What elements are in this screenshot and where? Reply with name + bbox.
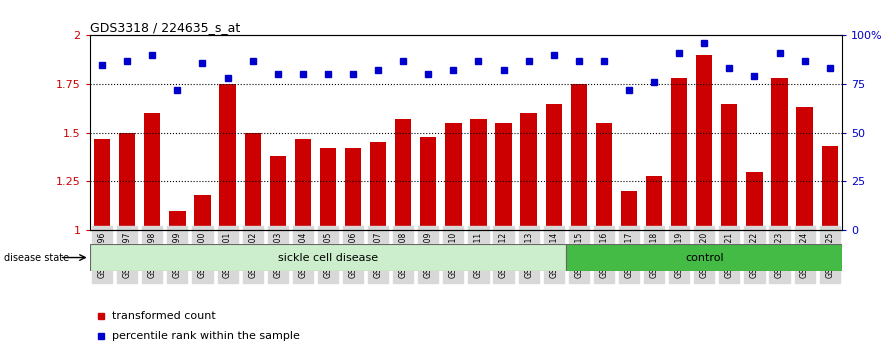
Bar [470, 119, 487, 230]
Bar [194, 195, 211, 230]
Bar [521, 113, 537, 230]
Bar [646, 176, 662, 230]
Text: disease state: disease state [4, 253, 70, 263]
Bar [746, 172, 762, 230]
Bar [671, 78, 687, 230]
Bar [420, 137, 436, 230]
Bar [721, 104, 737, 230]
Bar [395, 119, 411, 230]
Text: percentile rank within the sample: percentile rank within the sample [112, 331, 300, 341]
Bar [566, 244, 842, 271]
Text: GDS3318 / 224635_s_at: GDS3318 / 224635_s_at [90, 21, 240, 34]
Bar [771, 78, 788, 230]
Bar [119, 133, 135, 230]
Bar [169, 211, 185, 230]
Bar [370, 143, 386, 230]
Bar [144, 113, 160, 230]
Bar [696, 55, 712, 230]
Bar [345, 148, 361, 230]
Bar [445, 123, 461, 230]
Text: sickle cell disease: sickle cell disease [278, 252, 378, 263]
Bar [495, 123, 512, 230]
Bar [295, 139, 311, 230]
Bar [546, 104, 562, 230]
Bar [797, 108, 813, 230]
Text: transformed count: transformed count [112, 311, 216, 321]
Bar [596, 123, 612, 230]
Bar [94, 139, 110, 230]
Bar [822, 147, 838, 230]
Bar [270, 156, 286, 230]
Bar [571, 84, 587, 230]
Bar [320, 148, 336, 230]
Bar [90, 244, 566, 271]
Bar [621, 191, 637, 230]
Bar [220, 84, 236, 230]
Bar [245, 133, 261, 230]
Text: control: control [685, 252, 724, 263]
